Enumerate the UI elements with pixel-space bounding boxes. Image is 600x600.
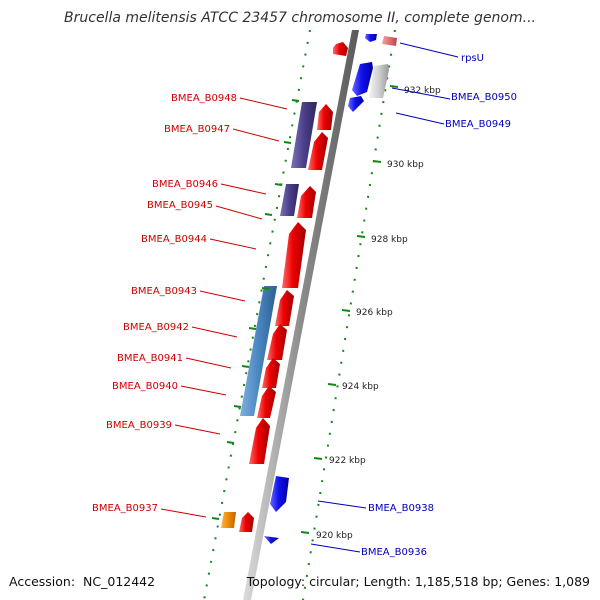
tick-mark — [373, 161, 381, 162]
tick-mark — [357, 236, 365, 237]
tick-label: 926 kbp — [356, 308, 393, 318]
tick-mark — [328, 384, 336, 385]
leader-line — [396, 113, 444, 124]
leader-line — [200, 291, 245, 301]
leader-line — [186, 358, 231, 368]
leader-line — [192, 327, 237, 337]
tick-mark — [212, 518, 219, 519]
BMEA_B0949-cds — [352, 62, 373, 96]
tick-mark — [301, 532, 309, 533]
tick-mark — [314, 458, 322, 459]
gene-label-BMEA_B0942: BMEA_B0942 — [123, 322, 189, 333]
genome-stats: Topology: circular; Length: 1,185,518 bp… — [246, 574, 590, 589]
tick-label: 924 kbp — [342, 382, 379, 392]
leader-line — [240, 98, 287, 109]
BMEA_B0944-cds — [282, 222, 306, 288]
gene-label-BMEA_B0945: BMEA_B0945 — [147, 200, 213, 211]
gene-label-BMEA_B0937: BMEA_B0937 — [92, 503, 158, 514]
BMEA_B0946-cds — [297, 186, 316, 218]
leader-line — [175, 425, 220, 434]
tick-mark — [265, 214, 272, 215]
gene-label-BMEA_B0949: BMEA_B0949 — [445, 119, 511, 130]
BMEA_B0939-cds — [249, 418, 270, 464]
tick-mark — [227, 442, 234, 443]
BMEA_B0949-cds-tip — [348, 96, 364, 112]
gene-label-BMEA_B0939: BMEA_B0939 — [106, 420, 172, 431]
leader-line — [181, 386, 226, 395]
BMEA_B0937-neighbor-cds — [239, 512, 254, 532]
gene-label-BMEA_B0944: BMEA_B0944 — [141, 234, 207, 245]
leader-line — [400, 43, 458, 57]
leader-line — [233, 129, 279, 141]
top-reverse-cds — [365, 34, 377, 42]
gene-label-BMEA_B0946: BMEA_B0946 — [152, 179, 218, 190]
tick-mark — [275, 184, 282, 185]
leader-line — [210, 239, 256, 249]
tick-mark — [390, 86, 398, 87]
BMEA_B0942-cds — [267, 324, 287, 360]
BMEA_B0943-cds — [275, 290, 294, 326]
leader-line — [311, 544, 360, 552]
tick-mark — [292, 100, 299, 101]
BMEA_B0940-cds — [257, 386, 276, 418]
leader-line — [318, 501, 366, 508]
BMEA_B0936-cds — [264, 536, 279, 544]
map-title: Brucella melitensis ATCC 23457 chromosom… — [64, 10, 536, 26]
leader-line — [221, 184, 266, 194]
rpsU-feature — [382, 36, 397, 46]
tick-label: 930 kbp — [387, 160, 424, 170]
gene-label-BMEA_B0948: BMEA_B0948 — [171, 93, 237, 104]
inner-tick-ring — [204, 30, 310, 600]
gene-label-BMEA_B0941: BMEA_B0941 — [117, 353, 183, 364]
tick-mark — [242, 366, 249, 367]
gene-label-BMEA_B0943: BMEA_B0943 — [131, 286, 197, 297]
leader-line — [161, 509, 206, 517]
tick-label: 920 kbp — [316, 531, 353, 541]
accession-label: Accession: — [9, 574, 75, 589]
gene-label-BMEA_B0938: BMEA_B0938 — [368, 503, 434, 514]
BMEA_B0948-cds — [317, 104, 333, 130]
tick-mark — [284, 142, 291, 143]
tick-mark — [342, 310, 350, 311]
BMEA_B0937-feature — [221, 512, 236, 528]
tick-mark — [262, 288, 269, 289]
tick-label: 922 kbp — [329, 456, 366, 466]
gene-label-BMEA_B0947: BMEA_B0947 — [164, 124, 230, 135]
tick-label: 928 kbp — [371, 235, 408, 245]
tick-mark — [249, 328, 256, 329]
top-forward-cds — [333, 42, 348, 56]
gene-label-BMEA_B0936: BMEA_B0936 — [361, 547, 427, 558]
leader-line — [216, 206, 262, 219]
BMEA_B0941-cds — [262, 358, 280, 388]
operon-block-b — [280, 184, 299, 216]
gene-label-rpsU: rpsU — [461, 53, 484, 64]
gene-label-BMEA_B0940: BMEA_B0940 — [112, 381, 178, 392]
tick-mark — [234, 406, 241, 407]
accession-value: NC_012442 — [83, 574, 155, 589]
gene-label-BMEA_B0950: BMEA_B0950 — [451, 92, 517, 103]
accession-text: Accession: NC_012442 — [9, 574, 155, 589]
